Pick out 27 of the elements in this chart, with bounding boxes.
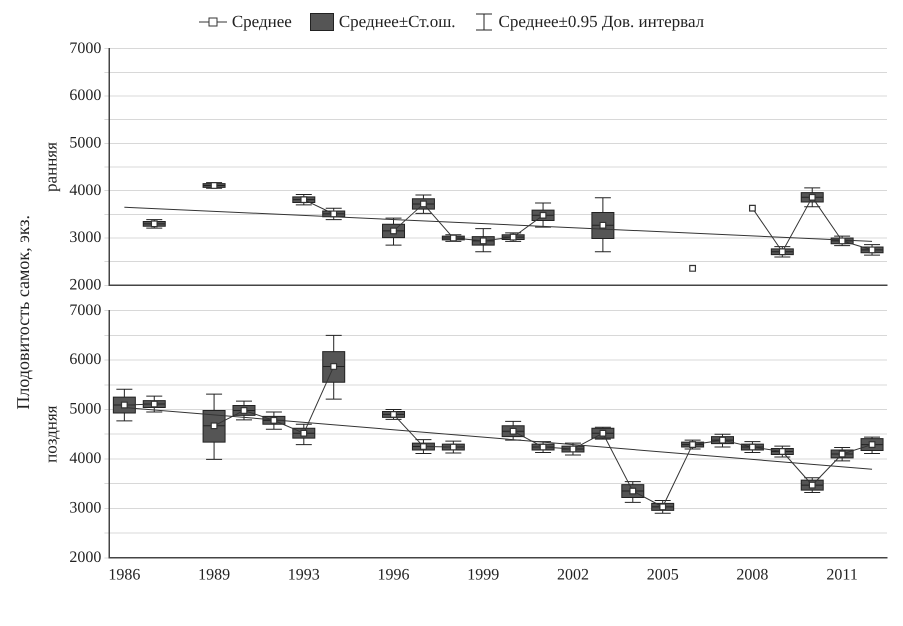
y-tick-label: 7000 xyxy=(69,40,102,57)
x-tick-label: 1989 xyxy=(198,566,230,584)
y-tick-label: 3000 xyxy=(69,500,102,517)
y-tick-label: 6000 xyxy=(69,87,102,104)
x-tick-label: 1993 xyxy=(288,566,320,584)
x-tick-label: 1999 xyxy=(467,566,500,584)
x-tick-label: 1986 xyxy=(108,566,140,584)
y-tick-label: 6000 xyxy=(69,351,102,368)
y-tick-label: 4000 xyxy=(69,182,102,199)
y-tick-label: 7000 xyxy=(69,302,102,319)
y-tick-label: 5000 xyxy=(69,134,102,152)
y-tick-label: 4000 xyxy=(69,450,102,468)
y-axis-title: ранняя xyxy=(42,142,61,192)
y-tick-label: 2000 xyxy=(69,549,102,566)
x-tick-label: 2002 xyxy=(556,566,589,584)
x-tick-label: 2008 xyxy=(736,566,768,584)
y-tick-label: 5000 xyxy=(69,400,102,418)
text: Плодовитость самок, экз. xyxy=(12,214,34,410)
y-axis-title: поздняя xyxy=(42,405,61,463)
y-tick-label: 2000 xyxy=(69,276,102,294)
x-tick-label: 1996 xyxy=(378,566,410,584)
legend-label: Среднее xyxy=(232,12,292,32)
x-tick-label: 2011 xyxy=(826,566,858,584)
legend-label: Среднее±Ст.ош. xyxy=(338,12,456,32)
x-tick-label: 2005 xyxy=(646,566,679,584)
y-tick-label: 3000 xyxy=(69,229,102,246)
text: Среднее±0.95 Дов. интервал xyxy=(498,12,704,32)
